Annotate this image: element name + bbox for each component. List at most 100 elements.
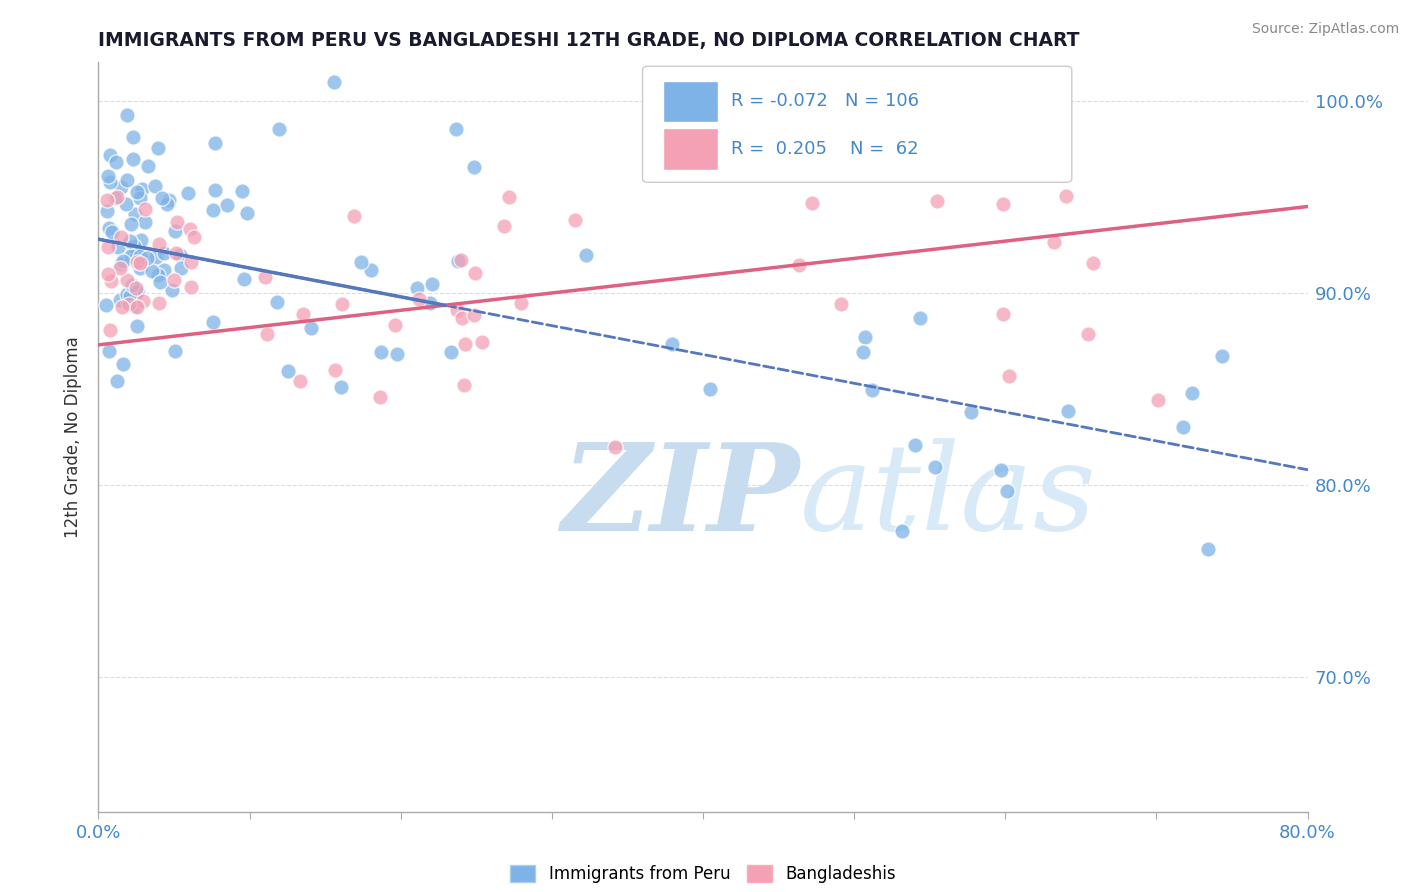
- Point: [110, 230, 132, 244]
- Point: [993, 197, 1015, 211]
- Point: [853, 330, 876, 344]
- Point: [169, 248, 191, 262]
- Point: [787, 259, 810, 273]
- Point: [1054, 188, 1077, 202]
- Point: [990, 463, 1012, 477]
- Point: [277, 364, 299, 378]
- Point: [329, 380, 352, 394]
- Point: [97, 169, 120, 183]
- Point: [991, 306, 1014, 320]
- Point: [162, 283, 184, 297]
- Point: [98, 323, 121, 337]
- Point: [292, 307, 315, 321]
- Point: [254, 269, 277, 284]
- Point: [152, 245, 174, 260]
- Point: [108, 261, 131, 276]
- Point: [157, 193, 180, 207]
- Point: [454, 337, 477, 351]
- Point: [267, 122, 290, 136]
- Point: [603, 440, 626, 454]
- Point: [117, 295, 139, 310]
- Point: [471, 335, 494, 350]
- Point: [98, 175, 121, 189]
- Text: atlas: atlas: [800, 438, 1097, 556]
- Point: [150, 191, 173, 205]
- Point: [904, 437, 927, 451]
- Text: Source: ZipAtlas.com: Source: ZipAtlas.com: [1251, 22, 1399, 37]
- Point: [564, 213, 586, 227]
- Point: [97, 267, 120, 281]
- Point: [131, 182, 153, 196]
- Point: [120, 234, 142, 248]
- Point: [122, 152, 145, 166]
- Point: [125, 319, 148, 334]
- Point: [997, 161, 1019, 175]
- Point: [101, 226, 124, 240]
- Point: [447, 253, 470, 268]
- Point: [406, 281, 429, 295]
- Point: [96, 204, 118, 219]
- Point: [370, 344, 392, 359]
- Point: [444, 122, 467, 136]
- Point: [107, 240, 129, 254]
- Point: [120, 217, 142, 231]
- Point: [145, 251, 167, 265]
- Point: [124, 207, 146, 221]
- Point: [891, 524, 914, 538]
- Point: [98, 148, 121, 162]
- Point: [98, 343, 121, 358]
- Point: [105, 154, 128, 169]
- Point: [134, 202, 156, 216]
- Point: [163, 224, 186, 238]
- Point: [127, 285, 149, 300]
- Point: [94, 297, 117, 311]
- Point: [330, 297, 353, 311]
- Point: [960, 405, 983, 419]
- Point: [1211, 349, 1233, 363]
- Point: [104, 191, 127, 205]
- Point: [910, 311, 932, 326]
- Point: [100, 274, 122, 288]
- Legend: Immigrants from Peru, Bangladeshis: Immigrants from Peru, Bangladeshis: [503, 858, 903, 889]
- Point: [146, 140, 169, 154]
- Point: [118, 297, 141, 311]
- Point: [699, 382, 721, 396]
- FancyBboxPatch shape: [664, 81, 717, 122]
- Point: [368, 390, 391, 404]
- Point: [124, 281, 146, 295]
- Point: [180, 279, 202, 293]
- Point: [997, 368, 1019, 383]
- Point: [1081, 256, 1104, 270]
- Point: [128, 261, 150, 276]
- Point: [153, 262, 176, 277]
- Point: [97, 240, 120, 254]
- Point: [440, 344, 463, 359]
- Y-axis label: 12th Grade, No Diploma: 12th Grade, No Diploma: [65, 336, 83, 538]
- Point: [98, 221, 121, 235]
- Point: [384, 318, 406, 333]
- Point: [408, 292, 430, 306]
- Point: [183, 230, 205, 244]
- Point: [1180, 385, 1202, 400]
- Point: [121, 278, 143, 293]
- FancyBboxPatch shape: [643, 66, 1071, 182]
- Point: [166, 215, 188, 229]
- Point: [115, 286, 138, 301]
- Point: [1077, 326, 1099, 341]
- Point: [204, 183, 226, 197]
- Point: [127, 301, 149, 315]
- Point: [360, 263, 382, 277]
- Point: [236, 206, 259, 220]
- Point: [995, 483, 1018, 498]
- Point: [125, 185, 148, 199]
- Point: [1197, 541, 1219, 556]
- FancyBboxPatch shape: [664, 128, 717, 169]
- Point: [115, 173, 138, 187]
- Point: [143, 178, 166, 193]
- Point: [1147, 393, 1170, 408]
- Point: [110, 179, 132, 194]
- Point: [201, 315, 224, 329]
- Point: [322, 75, 344, 89]
- Point: [385, 347, 408, 361]
- Point: [453, 378, 475, 392]
